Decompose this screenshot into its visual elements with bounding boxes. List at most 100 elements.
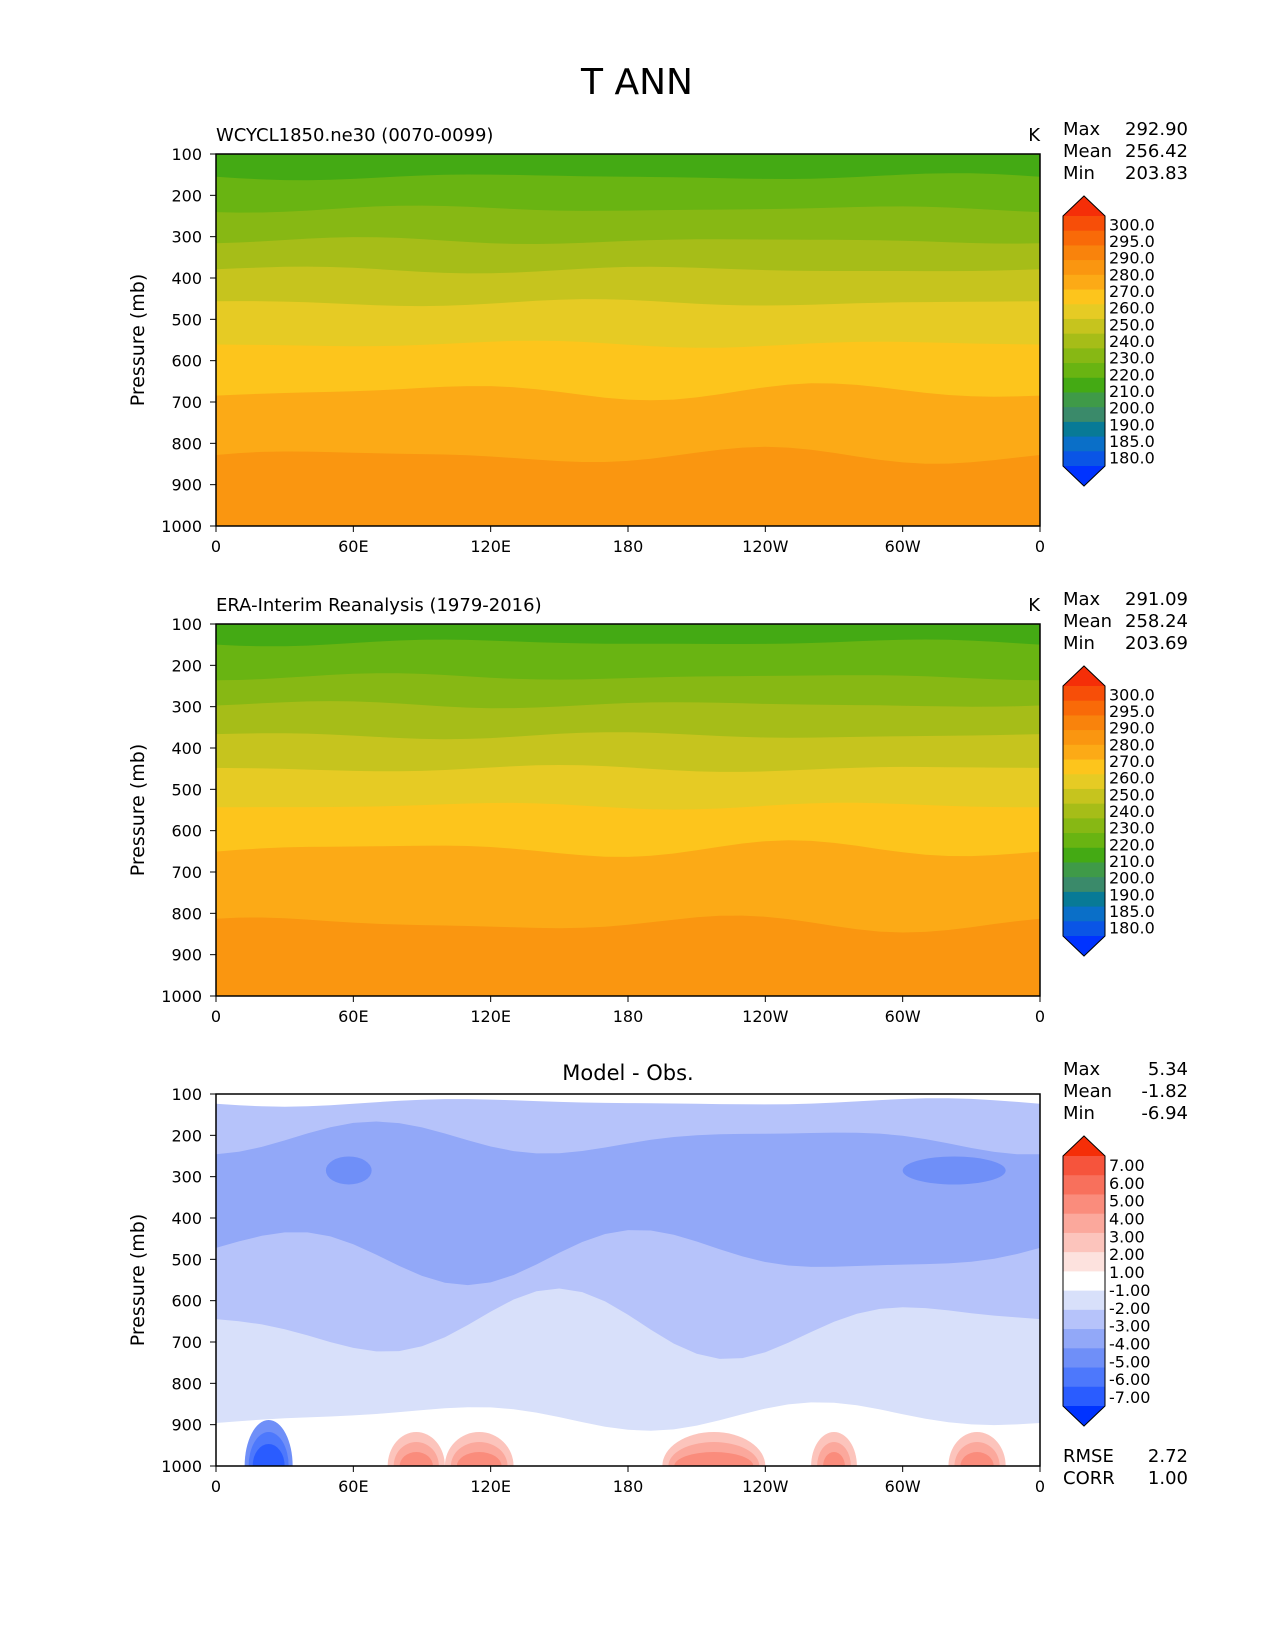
warm-patch bbox=[823, 1452, 845, 1466]
colorbar-swatch bbox=[1063, 274, 1105, 291]
colorbar-label: -6.00 bbox=[1109, 1370, 1150, 1389]
colorbar-swatch bbox=[1063, 1386, 1105, 1407]
x-tick-label: 0 bbox=[1035, 1477, 1045, 1496]
colorbar-swatch bbox=[1063, 1367, 1105, 1388]
stat-value: 256.42 bbox=[1125, 141, 1188, 162]
colorbar-label: 185.0 bbox=[1109, 902, 1155, 921]
contour-band bbox=[216, 446, 1040, 526]
colorbar-swatch bbox=[1063, 788, 1105, 805]
stats-block: Max 5.34 Mean -1.82 Min -6.94 bbox=[1063, 1059, 1188, 1124]
x-tick-label: 120E bbox=[470, 537, 511, 556]
colorbar-max-tip bbox=[1063, 196, 1105, 216]
y-axis-label: Pressure (mb) bbox=[127, 1214, 149, 1347]
stat-value: -6.94 bbox=[1141, 1103, 1188, 1124]
colorbar-swatch bbox=[1063, 1252, 1105, 1272]
x-tick-label: 180 bbox=[613, 537, 644, 556]
colorbar-label: 280.0 bbox=[1109, 265, 1155, 284]
colorbar-label: 180.0 bbox=[1109, 449, 1155, 468]
colorbar-swatch bbox=[1063, 245, 1105, 261]
y-tick-label: 300 bbox=[171, 228, 202, 247]
colorbar-outline bbox=[1062, 665, 1106, 957]
colorbar-swatch bbox=[1063, 436, 1105, 452]
colorbar-label: -2.00 bbox=[1109, 1299, 1150, 1318]
y-tick-label: 800 bbox=[171, 434, 202, 453]
y-tick-label: 700 bbox=[171, 1333, 202, 1352]
cold-patch bbox=[252, 1444, 285, 1466]
y-tick-label: 1000 bbox=[161, 987, 202, 1006]
y-axis-label: Pressure (mb) bbox=[127, 744, 149, 877]
colorbar-label: 2.00 bbox=[1109, 1245, 1145, 1264]
y-tick-label: 1000 bbox=[161, 517, 202, 536]
colorbar-label: 200.0 bbox=[1109, 399, 1155, 418]
contour-field bbox=[216, 624, 1040, 996]
colorbar-swatch bbox=[1063, 392, 1105, 408]
colorbar-swatch bbox=[1063, 1271, 1105, 1292]
y-tick-label: 700 bbox=[171, 863, 202, 882]
colorbar-label: 230.0 bbox=[1109, 819, 1155, 838]
colorbar-outline bbox=[1062, 195, 1106, 487]
colorbar-label: -3.00 bbox=[1109, 1317, 1150, 1336]
y-tick-label: 100 bbox=[171, 145, 202, 164]
colorbar-label: 180.0 bbox=[1109, 919, 1155, 938]
colorbar-swatch bbox=[1063, 1290, 1105, 1311]
cold-pocket bbox=[902, 1156, 1006, 1185]
colorbar-label: 6.00 bbox=[1109, 1174, 1145, 1193]
colorbar-swatch bbox=[1063, 862, 1105, 878]
stat-value: 203.83 bbox=[1125, 163, 1188, 184]
warm-patch bbox=[960, 1452, 994, 1466]
colorbar-swatch bbox=[1063, 686, 1105, 702]
colorbar-swatch bbox=[1063, 421, 1105, 438]
x-tick-label: 0 bbox=[1035, 1007, 1045, 1026]
stat-value: -1.82 bbox=[1141, 1081, 1188, 1102]
colorbar-swatch bbox=[1063, 1309, 1105, 1330]
y-tick-label: 200 bbox=[171, 186, 202, 205]
colorbar-label: 1.00 bbox=[1109, 1263, 1145, 1282]
colorbar-label: -1.00 bbox=[1109, 1281, 1150, 1300]
y-tick-label: 700 bbox=[171, 393, 202, 412]
stat-label: CORR bbox=[1063, 1468, 1115, 1489]
colorbar-label: 185.0 bbox=[1109, 432, 1155, 451]
y-tick-label: 300 bbox=[171, 1168, 202, 1187]
y-tick-label: 600 bbox=[171, 822, 202, 841]
colorbar-label: 210.0 bbox=[1109, 382, 1155, 401]
y-tick-label: 600 bbox=[171, 352, 202, 371]
colorbar-swatch bbox=[1063, 260, 1105, 276]
colorbar-swatch bbox=[1063, 1194, 1105, 1215]
stat-label: Min bbox=[1063, 1103, 1095, 1124]
colorbar-swatch bbox=[1063, 333, 1105, 349]
stats-block: Max 292.90 Mean 256.42 Min 203.83 bbox=[1063, 119, 1188, 184]
colorbar-label: 210.0 bbox=[1109, 852, 1155, 871]
stat-label: RMSE bbox=[1063, 1446, 1114, 1467]
stat-label: Mean bbox=[1063, 141, 1112, 162]
colorbar-label: 7.00 bbox=[1109, 1156, 1145, 1175]
colorbar-swatch bbox=[1063, 1156, 1105, 1176]
colorbar-swatch bbox=[1063, 774, 1105, 790]
y-tick-label: 600 bbox=[171, 1292, 202, 1311]
colorbar-label: 250.0 bbox=[1109, 785, 1155, 804]
panel-subtitle: Model - Obs. bbox=[562, 1061, 693, 1085]
colorbar-swatch bbox=[1063, 1329, 1105, 1349]
colorbar-label: 190.0 bbox=[1109, 415, 1155, 434]
stat-label: Min bbox=[1063, 163, 1095, 184]
colorbar-label: 200.0 bbox=[1109, 869, 1155, 888]
x-tick-label: 60E bbox=[338, 1477, 368, 1496]
x-tick-label: 60E bbox=[338, 537, 368, 556]
stat-label: Max bbox=[1063, 119, 1101, 140]
colorbar-swatch bbox=[1063, 803, 1105, 819]
colorbar-min-tip bbox=[1063, 466, 1105, 486]
error-stats-block: RMSE 2.72 CORR 1.00 bbox=[1063, 1446, 1188, 1489]
x-tick-label: 120E bbox=[470, 1007, 511, 1026]
x-tick-label: 60W bbox=[885, 1007, 921, 1026]
panel-subtitle: WCYCL1850.ne30 (0070-0099) bbox=[216, 125, 493, 146]
y-tick-label: 500 bbox=[171, 780, 202, 799]
colorbar-max-tip bbox=[1063, 666, 1105, 686]
x-tick-label: 120W bbox=[742, 537, 789, 556]
stat-value: 203.69 bbox=[1125, 633, 1188, 654]
colorbar-swatch bbox=[1063, 891, 1105, 908]
y-tick-label: 200 bbox=[171, 656, 202, 675]
colorbar-swatch bbox=[1063, 216, 1105, 232]
x-tick-label: 120E bbox=[470, 1477, 511, 1496]
colorbar-label: 290.0 bbox=[1109, 719, 1155, 738]
colorbar-label: 280.0 bbox=[1109, 735, 1155, 754]
colorbar-label: 300.0 bbox=[1109, 215, 1155, 234]
